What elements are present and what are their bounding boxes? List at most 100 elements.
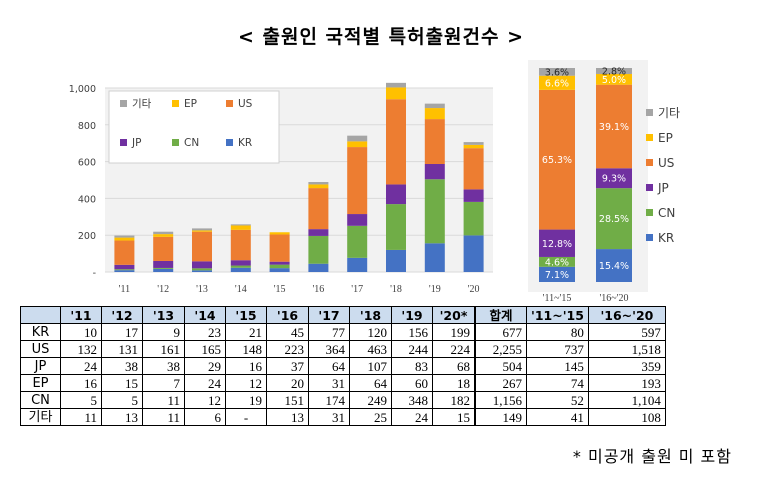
bar-segment-KR [269, 268, 290, 272]
table-cell: - [225, 408, 267, 426]
bar-segment-CN [386, 204, 406, 250]
left-y-tick-labels: - 200 400 600 800 1,000 [69, 84, 96, 279]
bar-segment-US [347, 147, 368, 215]
x-tick-label: '12 [157, 284, 169, 295]
table-cell: 737 [526, 340, 589, 358]
table-cell: 1,104 [587, 391, 666, 409]
table-cell: 193 [587, 374, 666, 392]
table-cell: 24 [184, 374, 226, 392]
table-cell: 83 [391, 357, 433, 375]
legend-swatch [646, 184, 653, 191]
legend-label: EP [184, 98, 197, 110]
bar-segment-CN [114, 269, 135, 271]
row-label: CN [20, 391, 61, 409]
legend-swatch [646, 234, 653, 241]
table-header-cell: '17 [308, 306, 350, 324]
table-cell: 25 [349, 408, 392, 426]
table-cell: 24 [391, 408, 433, 426]
table-cell: 16 [225, 357, 267, 375]
pct-data-label: 9.3% [602, 174, 626, 185]
table-cell: 24 [60, 357, 102, 375]
legend-label: US [238, 98, 253, 110]
table-cell: 15 [432, 408, 476, 426]
table-cell: 5 [60, 391, 102, 409]
pct-bar-segment-KR [596, 249, 632, 282]
bar-segment-기타 [114, 235, 135, 238]
bar-segment-JP [114, 264, 135, 270]
table-header-row: '11'12'13'14'15'16'17'18'19'20* 합계 '11~'15… [20, 306, 666, 324]
row-label: EP [20, 374, 61, 392]
left-legend: 기타 EP US JP CN KR [120, 98, 253, 149]
table-cell: 38 [101, 357, 143, 375]
x-tick-label: '11 [119, 284, 130, 295]
bar-segment-기타 [424, 103, 445, 109]
table-cell: 37 [266, 357, 309, 375]
table-row: EP 16 15 7 24 12 20 31 64 60 18 267 74 193 [20, 374, 666, 392]
bar-segment-US [153, 236, 174, 261]
pct-bar-segment-JP [596, 168, 632, 189]
table-cell: 597 [587, 323, 666, 341]
chart-area: - 200 400 600 800 1,000 '11 '12 '13 '14 '15 '16 '17… [69, 60, 680, 304]
y-tick-label: 1,000 [69, 84, 96, 95]
table-cell: 7 [142, 374, 185, 392]
bar-segment-KR [114, 270, 135, 272]
x-tick-label: '18 [390, 284, 402, 295]
table-cell: 13 [101, 408, 143, 426]
table-cell: 11 [142, 391, 185, 409]
legend-swatch [172, 100, 179, 107]
bar-segment-EP [463, 144, 484, 149]
table-cell: 15 [101, 374, 143, 392]
row-label: 기타 [20, 408, 61, 426]
legend-label: 기타 [132, 98, 152, 110]
y-tick-label: 400 [78, 194, 96, 205]
table-header-cell: '16 [266, 306, 309, 324]
x-tick-label: '17 [351, 284, 363, 295]
pct-bar-segment-US [539, 89, 575, 230]
left-x-tick-labels: '11 '12 '13 '14 '15 '16 '17 '18 '19 '20 [119, 284, 480, 295]
bar-segment-기타 [386, 82, 406, 88]
bar-segment-CN [424, 179, 445, 244]
table-cell: 161 [142, 340, 185, 358]
table-cell: 107 [349, 357, 392, 375]
y-tick-label: 600 [78, 158, 96, 169]
table-cell: 2,255 [474, 340, 527, 358]
table-cell: 1,518 [587, 340, 666, 358]
bar-segment-CN [230, 265, 251, 268]
pct-bar-segment-JP [539, 229, 575, 257]
table-cell: 359 [587, 357, 666, 375]
table-cell: 131 [101, 340, 143, 358]
bar-segment-기타 [230, 224, 251, 226]
legend-swatch [226, 139, 233, 146]
pct-bar-segment-CN [596, 188, 632, 250]
right-x-tick-labels: '11~'15 '16~'20 [543, 293, 629, 304]
legend-swatch [120, 139, 127, 146]
table-header-cell: '12 [101, 306, 143, 324]
table-cell: 267 [474, 374, 527, 392]
table-cell: 11 [60, 408, 102, 426]
pct-data-label: 2.8% [602, 66, 626, 77]
table-body: KR 10 17 9 23 21 45 77 120 156 199 677 80 597 US 132 131… [20, 323, 666, 426]
table-cell: 5 [101, 391, 143, 409]
table-cell: 41 [526, 408, 589, 426]
legend-label: US [658, 156, 674, 170]
table-cell: 45 [266, 323, 309, 341]
table-row: US 132 131 161 165 148 223 364 463 244 224 2,255 737… [20, 340, 666, 358]
table-cell: 224 [432, 340, 476, 358]
bar-segment-EP [192, 230, 212, 232]
table-cell: 21 [225, 323, 267, 341]
bar-segment-CN [308, 235, 329, 264]
legend-label: 기타 [658, 106, 680, 120]
y-tick-label: - [93, 268, 96, 279]
table-cell: 11 [142, 408, 185, 426]
bar-segment-EP [114, 237, 135, 241]
table-cell: 677 [474, 323, 527, 341]
legend-swatch [646, 109, 653, 116]
x-tick-label: '20 [468, 284, 480, 295]
legend-label: CN [658, 206, 675, 220]
pct-data-label: 12.8% [542, 239, 572, 250]
table-cell: 20 [266, 374, 309, 392]
table-cell: 38 [142, 357, 185, 375]
bar-segment-JP [424, 163, 445, 180]
bar-segment-KR [192, 270, 212, 272]
table-header-cell: '14 [184, 306, 226, 324]
